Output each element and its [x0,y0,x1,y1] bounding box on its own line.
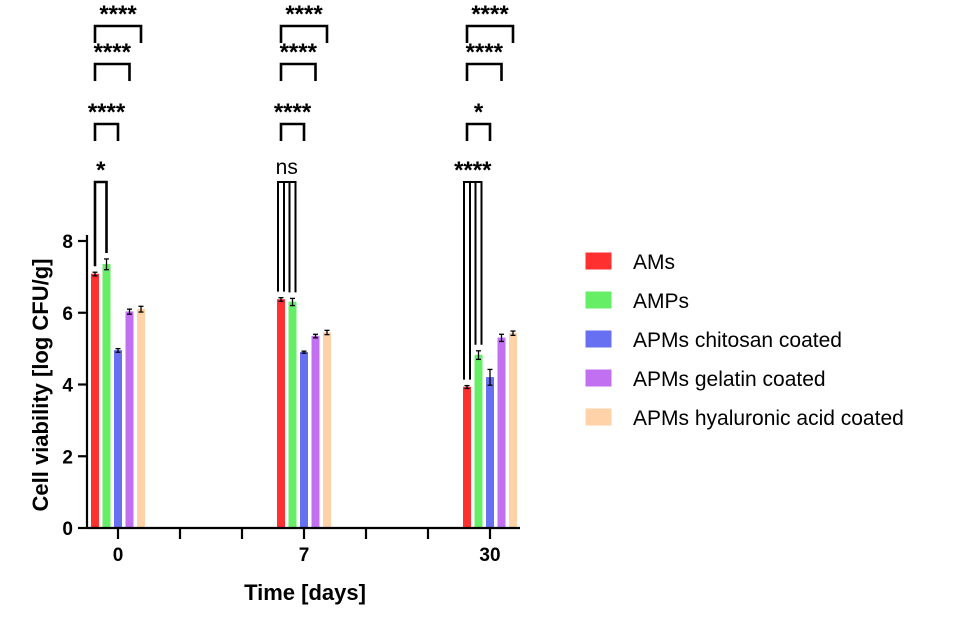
significance-bracket [279,122,306,141]
bar [509,332,517,529]
significance-label: **** [471,1,509,28]
y-tick-label: 0 [62,519,73,540]
bar [486,377,494,529]
bars [91,258,517,529]
legend-swatch [585,252,612,270]
bar [300,351,308,529]
legend-label: AMPs [633,290,689,313]
bar [277,299,285,529]
bar [114,350,122,529]
significance-label: **** [285,1,323,28]
significance-bracket [465,24,515,43]
significance-label: **** [280,39,318,66]
significance-bracket [93,180,108,267]
y-tick-label: 4 [62,376,73,397]
bar [463,386,471,529]
significance-label: * [96,157,106,184]
significance-label: * [474,99,484,126]
significance-bracket [465,122,492,141]
significance-bracket [279,62,317,81]
significance-label: ns [276,156,298,179]
significance-label: **** [274,99,312,126]
legend-label: AMs [633,251,675,274]
y-tick-label: 8 [62,232,73,253]
bar [288,301,297,529]
significance-label: **** [88,99,126,126]
bar [497,337,506,529]
legend-swatch [585,408,612,426]
legend-swatch [585,291,612,309]
bar [311,335,320,529]
significance-brackets: *************ns************************* [88,1,515,380]
bar [91,273,99,529]
legend-label: APMs gelatin coated [633,368,826,391]
y-tick-label: 6 [62,304,73,325]
bar [125,311,134,529]
bar [137,308,145,529]
x-axis-title: Time [days] [244,580,366,605]
x-tick-label: 0 [113,545,124,566]
legend-label: APMs chitosan coated [633,329,842,352]
y-tick-label: 2 [62,447,73,468]
significance-bracket [283,181,291,293]
significance-bracket [469,181,477,380]
significance-bracket [93,24,143,43]
significance-bracket [93,62,131,81]
significance-label: **** [94,39,132,66]
significance-label: **** [99,1,137,28]
bar [102,264,111,529]
legend-swatch [585,369,612,387]
bar [474,354,483,529]
y-axis-title: Cell viability [log CFU/g] [28,258,53,511]
significance-label: **** [466,39,504,66]
significance-bracket [93,122,120,141]
x-tick-label: 7 [299,545,310,566]
significance-label: **** [454,157,492,184]
significance-bracket [465,62,503,81]
significance-bracket [279,24,329,43]
legend: AMs AMPs APMs chitosan coated APMs gelatin … [585,251,904,430]
x-tick-label: 30 [479,545,500,566]
significance-bracket [277,181,297,293]
axes: 0 2 4 6 8 0 7 30 [62,232,520,566]
legend-swatch [585,330,612,348]
bar [323,332,331,529]
significance-bracket [463,181,483,380]
legend-label: APMs hyaluronic acid coated [633,407,904,430]
